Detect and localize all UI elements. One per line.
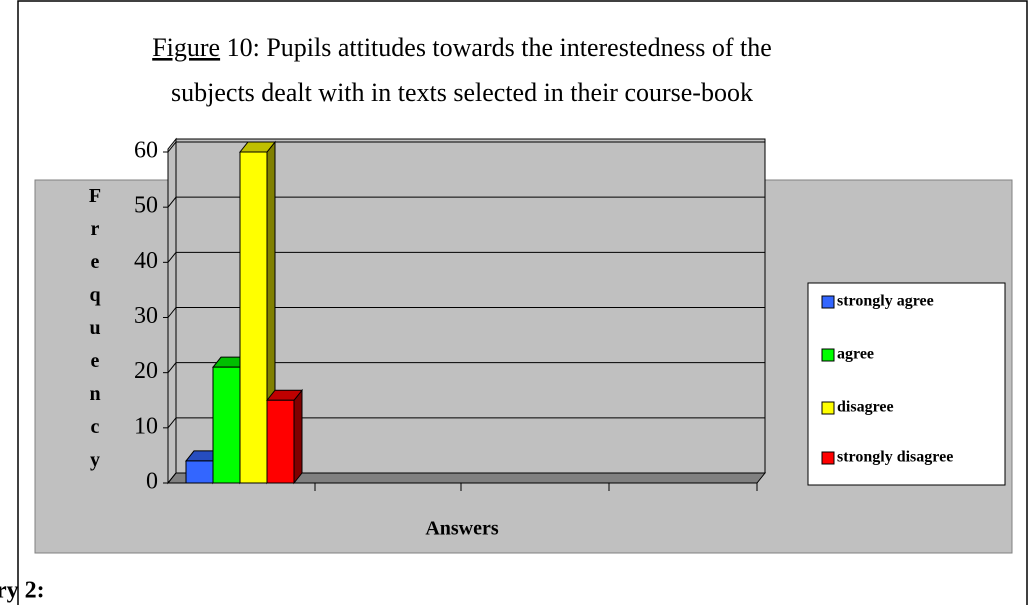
y-axis-label: Frequency: [84, 185, 106, 482]
note: ry 2:: [0, 578, 45, 604]
legend-swatch: [821, 348, 835, 362]
legend-label: strongly disagree: [837, 449, 953, 466]
bar: [185, 460, 214, 484]
bar: [212, 366, 241, 484]
side-wall: [167, 137, 177, 485]
legend-label: strongly agree: [837, 293, 934, 310]
legend-swatch: [821, 451, 835, 465]
title-part: Figure: [152, 33, 220, 62]
y-tick-label: 50: [134, 193, 158, 219]
grid-line: [167, 141, 765, 153]
grid-line: [167, 307, 765, 318]
legend: [807, 282, 1006, 486]
y-tick-label: 20: [134, 358, 158, 384]
title-part: 10: Pupils attitudes towards the interes…: [220, 33, 772, 62]
bar: [266, 399, 295, 484]
bar-side: [293, 388, 303, 485]
grid-line: [167, 472, 765, 484]
grid-line: [167, 362, 765, 373]
chart-title: Figure 10: Pupils attitudes towards the …: [152, 33, 772, 62]
y-tick-label: 0: [146, 469, 158, 495]
y-tick-label: 60: [134, 138, 158, 164]
x-axis-label: Answers: [425, 518, 499, 540]
legend-swatch: [821, 401, 835, 415]
grid-line: [167, 196, 765, 208]
grid-line: [167, 417, 765, 429]
y-tick-label: 30: [134, 303, 158, 329]
y-tick-label: 40: [134, 248, 158, 274]
y-tick-label: 10: [134, 413, 158, 439]
legend-label: disagree: [837, 399, 894, 416]
page-frame: [17, 0, 1028, 605]
legend-label: agree: [837, 346, 874, 363]
chart-title: subjects dealt with in texts selected in…: [171, 78, 753, 107]
bar: [239, 151, 268, 484]
grid-line: [167, 251, 765, 263]
legend-swatch: [821, 295, 835, 309]
